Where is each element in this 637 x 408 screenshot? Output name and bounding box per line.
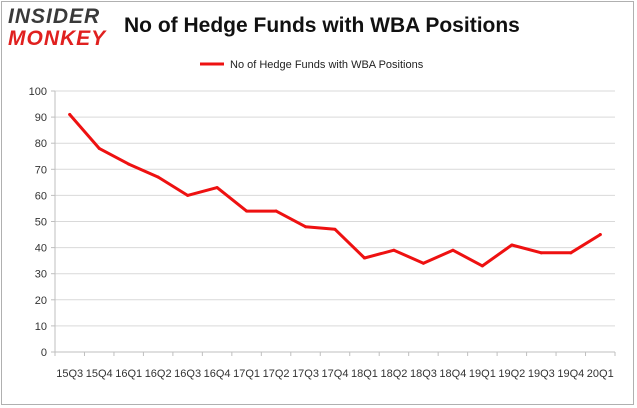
logo-line-1: INSIDER [8, 5, 101, 28]
data-point [510, 243, 514, 247]
y-tick-label: 40 [35, 243, 47, 255]
x-tick-label: 15Q3 [56, 368, 83, 380]
x-tick-label: 18Q2 [380, 368, 407, 380]
x-tick-label: 18Q4 [439, 368, 466, 380]
data-point [451, 248, 455, 252]
y-tick-label: 30 [35, 269, 47, 281]
data-point [392, 248, 396, 252]
data-point [304, 225, 308, 229]
data-point [186, 193, 190, 197]
x-tick-label: 19Q4 [557, 368, 584, 380]
y-tick-label: 0 [41, 347, 47, 359]
y-tick-label: 100 [29, 86, 47, 98]
data-point [215, 186, 219, 190]
data-point [156, 175, 160, 179]
y-tick-label: 50 [35, 217, 47, 229]
series-line [68, 113, 602, 268]
x-tick-label: 20Q1 [587, 368, 614, 380]
data-point [598, 233, 602, 237]
x-tick-label: 19Q2 [498, 368, 525, 380]
data-point [68, 112, 72, 116]
y-tick-label: 90 [35, 112, 47, 124]
x-tick-label: 15Q4 [86, 368, 113, 380]
x-tick-label: 17Q1 [233, 368, 260, 380]
y-tick-label: 70 [35, 164, 47, 176]
logo-line-2: MONKEY [8, 27, 107, 50]
data-point [480, 264, 484, 268]
y-tick-label: 60 [35, 190, 47, 202]
x-tick-label: 19Q3 [528, 368, 555, 380]
insider-monkey-logo: INSIDER MONKEY [8, 6, 116, 54]
x-tick-label: 16Q2 [145, 368, 172, 380]
x-tick-label: 17Q2 [263, 368, 290, 380]
x-tick-label: 18Q3 [410, 368, 437, 380]
x-tick-label: 16Q1 [115, 368, 142, 380]
data-point [245, 209, 249, 213]
y-tick-label: 10 [35, 321, 47, 333]
x-tick-label: 19Q1 [469, 368, 496, 380]
data-point [97, 146, 101, 150]
x-tick-label: 17Q4 [322, 368, 349, 380]
x-tick-label: 17Q3 [292, 368, 319, 380]
y-tick-label: 20 [35, 295, 47, 307]
data-point [569, 251, 573, 255]
chart-title: No of Hedge Funds with WBA Positions [124, 14, 520, 37]
data-point [274, 209, 278, 213]
data-point [421, 261, 425, 265]
x-tick-label: 18Q1 [351, 368, 378, 380]
data-point [539, 251, 543, 255]
x-tick-label: 16Q4 [204, 368, 231, 380]
data-point [362, 256, 366, 260]
data-point [333, 227, 337, 231]
x-tick-label: 16Q3 [174, 368, 201, 380]
legend-label: No of Hedge Funds with WBA Positions [230, 59, 424, 71]
data-point [127, 162, 131, 166]
y-tick-label: 80 [35, 138, 47, 150]
